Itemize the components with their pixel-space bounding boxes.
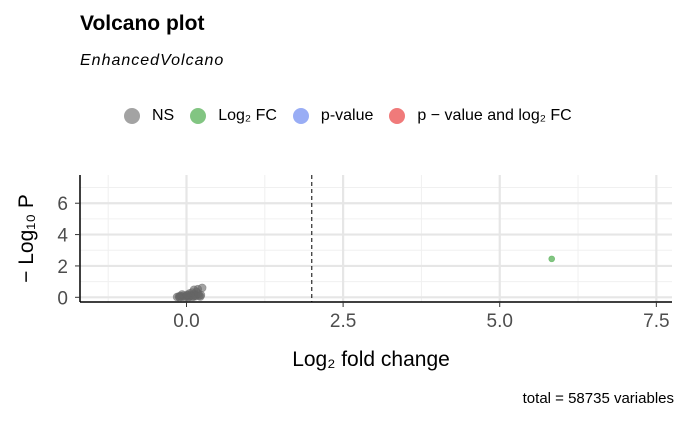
- data-point: [182, 290, 192, 300]
- legend-label-pvalue: p-value: [320, 107, 374, 124]
- chart-legend: NS Log₂ FC p-value p − value and log₂ FC: [124, 102, 588, 130]
- y-tick-label: 0: [57, 288, 68, 309]
- x-tick-label: 5.0: [487, 311, 513, 332]
- legend-key-pvalue-and-log2fc: [389, 108, 406, 124]
- legend-item-pvalue: p-value: [292, 107, 374, 125]
- legend-item-ns: NS: [124, 107, 174, 125]
- data-point: [196, 290, 206, 300]
- x-tick-label: 7.5: [643, 311, 669, 332]
- x-axis-title: Log₂ fold change: [292, 348, 450, 371]
- chart-caption: total = 58735 variables: [522, 390, 674, 407]
- data-point: [548, 255, 556, 263]
- legend-label-pvalue-and-log2fc: p − value and log₂ FC: [417, 107, 572, 124]
- legend-item-log2fc: Log₂ FC: [190, 107, 277, 125]
- legend-item-pvalue-and-log2fc: p − value and log₂ FC: [389, 107, 572, 125]
- chart-subtitle: EnhancedVolcano: [80, 52, 225, 69]
- y-tick-label: 4: [57, 226, 68, 247]
- data-point: [175, 292, 184, 302]
- y-tick-label: 2: [57, 257, 68, 278]
- x-tick-label: 0.0: [173, 311, 199, 332]
- legend-key-log2fc: [190, 108, 207, 124]
- x-tick-label: 2.5: [330, 311, 356, 332]
- chart-title: Volcano plot: [80, 12, 205, 35]
- legend-key-ns: [124, 108, 140, 124]
- y-axis-title: − Log₁₀ P: [15, 194, 38, 283]
- legend-key-pvalue: [292, 108, 309, 124]
- legend-label-log2fc: Log₂ FC: [218, 107, 277, 124]
- y-tick-label: 6: [57, 194, 68, 215]
- legend-label-ns: NS: [152, 107, 175, 124]
